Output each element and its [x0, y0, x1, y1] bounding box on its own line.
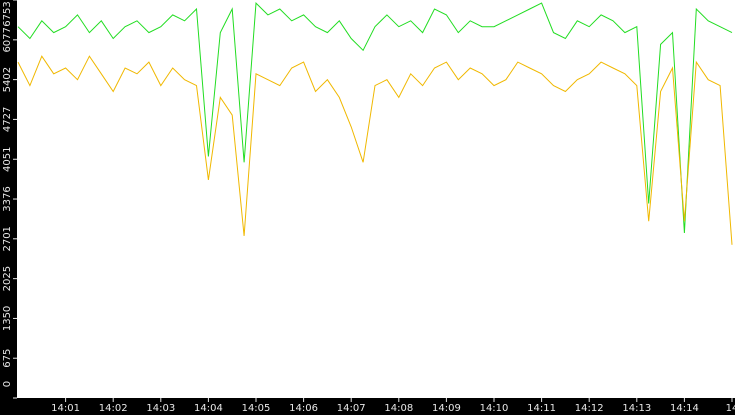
y-tick-label: 675: [2, 349, 13, 368]
y-tick-label: 4727: [2, 107, 13, 132]
x-tick-label: 14:11: [527, 403, 556, 414]
x-tick-label: 14:03: [146, 403, 175, 414]
x-tick-label: 14:01: [51, 403, 80, 414]
x-tick-label: 14: [726, 403, 735, 414]
line-series: [17, 55, 733, 245]
y-tick-label: 2701: [2, 226, 13, 251]
y-tick-label: 5402: [2, 67, 13, 92]
x-tick-label: 14:08: [384, 403, 413, 414]
x-tick-label: 14:10: [480, 403, 509, 414]
y-tick-label: 4051: [2, 147, 13, 172]
y-tick-label: 0: [2, 381, 13, 387]
x-tick-label: 14:02: [99, 403, 128, 414]
y-tick-label: 6077: [2, 27, 13, 52]
x-tick-label: 14:12: [575, 403, 604, 414]
x-tick-label: 14:09: [432, 403, 461, 414]
x-tick-label: 14:07: [337, 403, 366, 414]
y-tick-label: 1350: [2, 306, 13, 331]
x-tick-label: 14:04: [194, 403, 223, 414]
line-series: [17, 1, 733, 234]
plot-area: [17, 0, 735, 398]
x-tick-label: 14:05: [242, 403, 271, 414]
x-tick-label: 14:06: [289, 403, 318, 414]
x-tick-label: 14:14: [670, 403, 699, 414]
y-tick-label: 6753: [2, 1, 13, 26]
x-tick-label: 14:13: [622, 403, 651, 414]
y-tick-label: 3376: [2, 186, 13, 211]
y-tick-label: 2025: [2, 266, 13, 291]
